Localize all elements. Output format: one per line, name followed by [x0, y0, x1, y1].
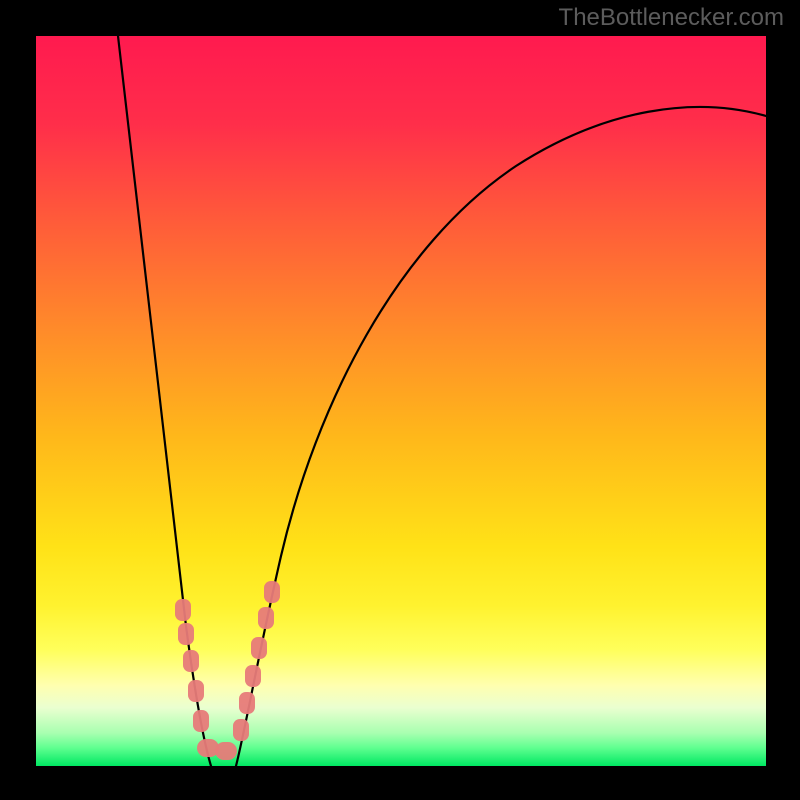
marker	[178, 623, 194, 645]
marker	[258, 607, 274, 629]
marker	[251, 637, 267, 659]
marker	[233, 719, 249, 741]
marker	[264, 581, 280, 603]
watermark-text: TheBottlenecker.com	[559, 4, 784, 32]
marker	[239, 692, 255, 714]
marker	[183, 650, 199, 672]
marker	[193, 710, 209, 732]
marker	[215, 742, 237, 760]
marker	[175, 599, 191, 621]
marker	[245, 665, 261, 687]
bottleneck-chart	[0, 0, 800, 800]
marker	[188, 680, 204, 702]
plot-background	[36, 36, 766, 766]
chart-container: TheBottlenecker.com	[0, 0, 800, 800]
